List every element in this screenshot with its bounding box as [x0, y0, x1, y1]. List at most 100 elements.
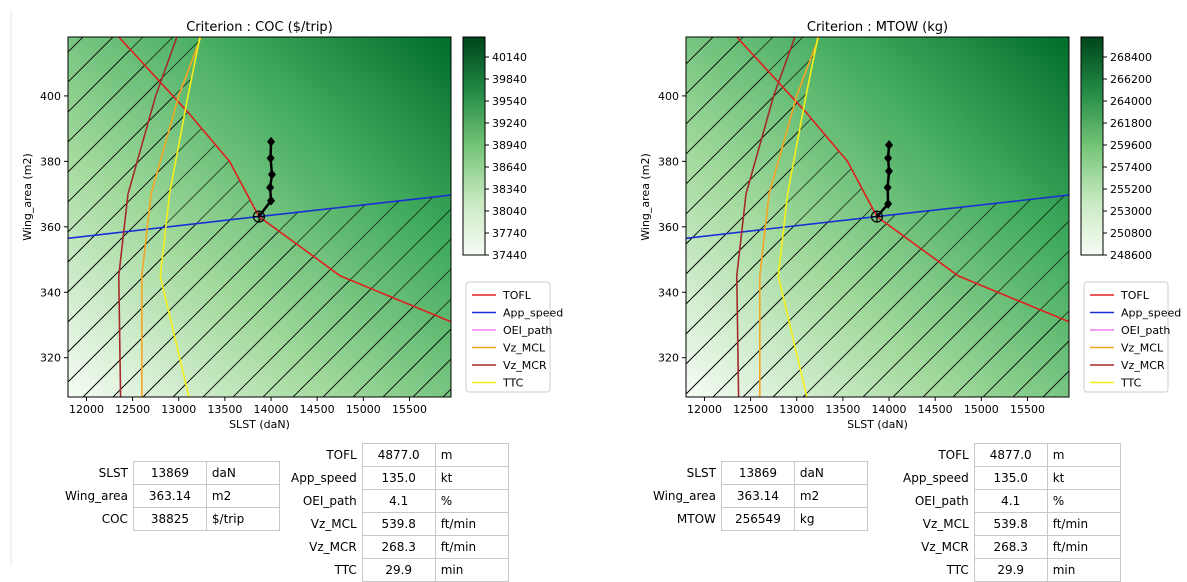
table-row: TOFL 4877.0 m — [898, 443, 1121, 467]
curve-vz-mcr — [735, 37, 796, 397]
table-row: App_speed 135.0 kt — [286, 466, 509, 490]
figure: 12000 12500 13000 13500 14000 14500 15000 15500… — [10, 10, 1181, 566]
x-tick-label: 15000 — [964, 403, 999, 416]
colorbar-tick-label: 37740 — [492, 227, 527, 240]
x-tick-label: 14000 — [872, 403, 907, 416]
search-point — [267, 136, 276, 147]
search-point — [266, 182, 275, 193]
table-value: 539.8 — [361, 512, 436, 536]
curve-tofl — [118, 37, 451, 323]
legend-label: Vz_MCL — [503, 342, 546, 355]
curve-vz-mcl — [141, 37, 202, 397]
search-point — [885, 166, 894, 177]
table-unit: m2 — [793, 484, 868, 508]
table-value: 29.9 — [973, 558, 1048, 582]
table-key: TTC — [898, 558, 975, 582]
table-unit: daN — [793, 461, 868, 485]
colorbar-tick-label: 39240 — [492, 117, 527, 130]
table-value: 268.3 — [361, 535, 436, 559]
colorbar-tick-label: 248600 — [1110, 249, 1152, 262]
table-unit: ft/min — [434, 512, 509, 536]
table-key: Wing_area — [60, 484, 134, 508]
table-unit: % — [1046, 489, 1121, 513]
table-unit: ft/min — [1046, 535, 1121, 559]
table-key: App_speed — [286, 466, 363, 490]
colorbar-tick-label: 264000 — [1110, 95, 1152, 108]
table-row: Vz_MCL 539.8 ft/min — [286, 512, 509, 536]
y-tick-label: 360 — [40, 221, 61, 234]
optimum-crosshair — [253, 211, 265, 223]
table-row: TOFL 4877.0 m — [286, 443, 509, 467]
table-key: Vz_MCL — [286, 512, 363, 536]
y-tick-label: 320 — [658, 352, 679, 365]
plot-frame — [685, 36, 1070, 398]
legend-label: Vz_MCR — [1121, 359, 1165, 372]
table-unit: kt — [434, 466, 509, 490]
mtow-constraints-table: TOFL 4877.0 m App_speed 135.0 kt OEI_path 4.1% V… — [898, 443, 1121, 582]
legend-label: TTC — [1120, 377, 1142, 390]
table-key: Vz_MCR — [898, 535, 975, 559]
colorbar-tick-label: 40140 — [492, 51, 527, 64]
x-tick-label: 14500 — [918, 403, 953, 416]
table-value: 135.0 — [973, 466, 1048, 490]
y-tick-label: 340 — [658, 286, 679, 299]
colorbar-tick-label: 257400 — [1110, 161, 1152, 174]
search-point — [267, 169, 276, 180]
table-key: COC — [60, 507, 134, 531]
table-row: Vz_MCR 268.3 ft/min — [286, 535, 509, 559]
curve-tofl — [736, 37, 1069, 323]
plot-frame — [67, 36, 452, 398]
table-row: OEI_path 4.1% — [286, 489, 509, 513]
x-tick-label: 15500 — [1010, 403, 1045, 416]
table-value: 268.3 — [973, 535, 1048, 559]
x-tick-label: 12500 — [115, 403, 150, 416]
table-unit: min — [1046, 558, 1121, 582]
table-row: App_speed 135.0 kt — [898, 466, 1121, 490]
y-tick-label: 400 — [658, 90, 679, 103]
curve-ttc — [777, 37, 819, 397]
colorbar-tick-label: 39840 — [492, 73, 527, 86]
table-key: SLST — [648, 461, 722, 485]
table-key: App_speed — [898, 466, 975, 490]
colorbar-tick-label: 38040 — [492, 205, 527, 218]
table-row: COC 38825 $/trip — [60, 507, 280, 531]
x-tick-label: 13000 — [161, 403, 196, 416]
optimum-crosshair — [871, 211, 883, 223]
colorbar-tick-label: 38640 — [492, 161, 527, 174]
table-key: MTOW — [648, 507, 722, 531]
table-unit: m — [1046, 443, 1121, 467]
colorbar-tick-label: 259600 — [1110, 139, 1152, 152]
table-row: TTC 29.9 min — [898, 558, 1121, 582]
legend-label: TOFL — [1120, 289, 1150, 302]
table-key: SLST — [60, 461, 134, 485]
table-key: Vz_MCL — [898, 512, 975, 536]
legend-label: Vz_MCR — [503, 359, 547, 372]
table-key: OEI_path — [898, 489, 975, 513]
x-axis-label: SLST (daN) — [847, 418, 908, 431]
colorbar — [462, 36, 486, 256]
y-tick-label: 360 — [658, 221, 679, 234]
table-row: MTOW 256549 kg — [648, 507, 868, 531]
table-value: 4.1 — [361, 489, 436, 513]
coc-chart: 12000 12500 13000 13500 14000 14500 15000 15500… — [21, 20, 563, 431]
table-value: 4.1 — [973, 489, 1048, 513]
table-row: SLST 13869 daN — [648, 461, 868, 485]
curve-ttc — [159, 37, 201, 397]
search-point — [884, 198, 893, 209]
table-unit: % — [434, 489, 509, 513]
coc-design-table: SLST 13869 daN Wing_area 363.14 m2 COC 38825 $/t… — [60, 461, 280, 531]
y-axis-label: Wing_area (m2) — [21, 153, 34, 240]
table-unit: ft/min — [1046, 512, 1121, 536]
table-row: TTC 29.9 min — [286, 558, 509, 582]
table-value: 135.0 — [361, 466, 436, 490]
colorbar-tick-label: 38340 — [492, 183, 527, 196]
table-key: TOFL — [898, 443, 975, 467]
search-point — [267, 195, 276, 206]
table-key: TTC — [286, 558, 363, 582]
table-row: Vz_MCR 268.3 ft/min — [898, 535, 1121, 559]
table-row: OEI_path 4.1% — [898, 489, 1121, 513]
x-tick-label: 12500 — [733, 403, 768, 416]
search-point — [883, 182, 892, 193]
table-unit: min — [434, 558, 509, 582]
table-value: 38825 — [132, 507, 207, 531]
